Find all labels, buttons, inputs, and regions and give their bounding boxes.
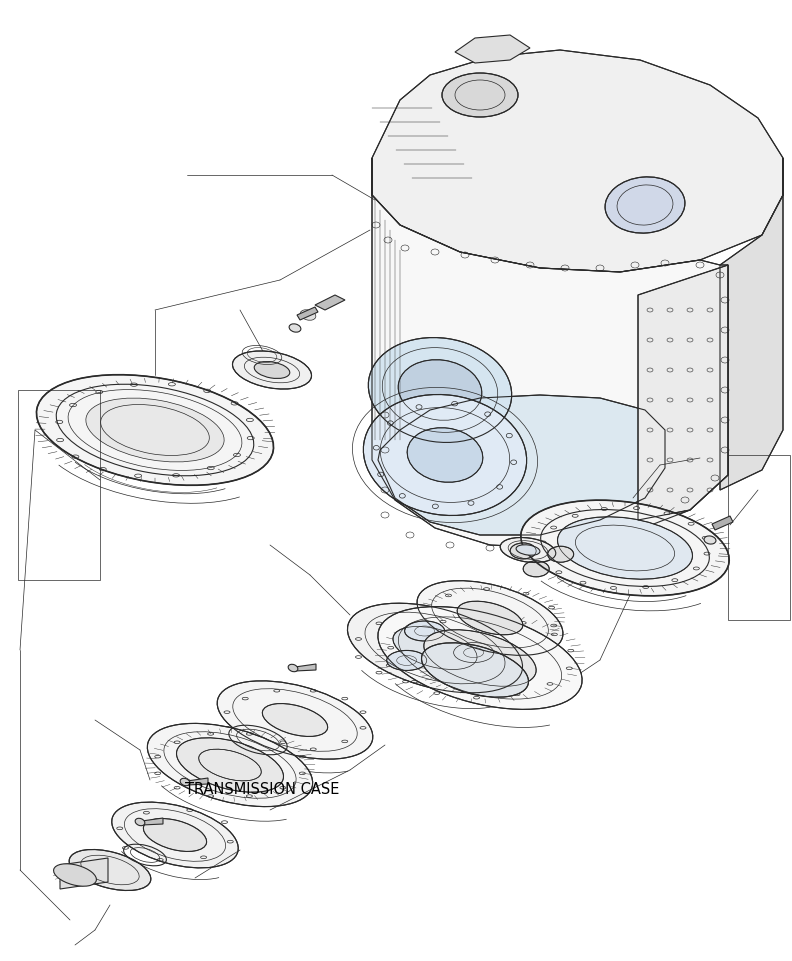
Ellipse shape [147,724,313,806]
Polygon shape [372,158,728,548]
Ellipse shape [300,309,316,320]
Ellipse shape [233,351,311,389]
Polygon shape [297,307,318,320]
Ellipse shape [421,643,528,697]
Polygon shape [187,778,208,785]
Ellipse shape [86,398,224,462]
Polygon shape [720,158,783,490]
Ellipse shape [262,703,328,736]
Text: TRANSMISSION CASE: TRANSMISSION CASE [185,782,340,798]
Polygon shape [60,858,108,889]
Polygon shape [295,664,316,671]
Ellipse shape [368,337,512,442]
Polygon shape [378,395,665,535]
Ellipse shape [180,778,190,786]
Ellipse shape [558,517,692,579]
Ellipse shape [393,627,477,670]
Ellipse shape [289,324,301,333]
Ellipse shape [524,561,549,577]
Ellipse shape [407,428,483,482]
Polygon shape [455,35,530,63]
Ellipse shape [405,621,444,641]
Ellipse shape [605,177,685,234]
Ellipse shape [442,73,518,117]
Ellipse shape [386,651,427,671]
Ellipse shape [254,361,290,379]
Ellipse shape [501,537,556,562]
Ellipse shape [217,680,373,759]
Ellipse shape [521,500,729,596]
Ellipse shape [348,604,523,693]
Ellipse shape [54,864,97,886]
Ellipse shape [288,664,298,672]
Ellipse shape [69,850,150,891]
Ellipse shape [378,606,582,709]
Ellipse shape [177,738,284,792]
Ellipse shape [704,536,716,544]
Polygon shape [372,50,783,272]
Ellipse shape [364,395,527,515]
Ellipse shape [516,545,540,555]
Ellipse shape [36,375,273,485]
Polygon shape [315,295,345,310]
Polygon shape [712,516,733,530]
Ellipse shape [510,543,536,559]
Ellipse shape [112,802,238,868]
Ellipse shape [454,643,493,662]
Ellipse shape [417,580,563,655]
Ellipse shape [548,546,573,562]
Ellipse shape [199,750,261,780]
Polygon shape [638,265,728,520]
Ellipse shape [457,602,523,635]
Ellipse shape [398,359,482,420]
Ellipse shape [424,629,536,686]
Ellipse shape [143,819,207,851]
Polygon shape [142,818,163,825]
Ellipse shape [135,819,145,825]
